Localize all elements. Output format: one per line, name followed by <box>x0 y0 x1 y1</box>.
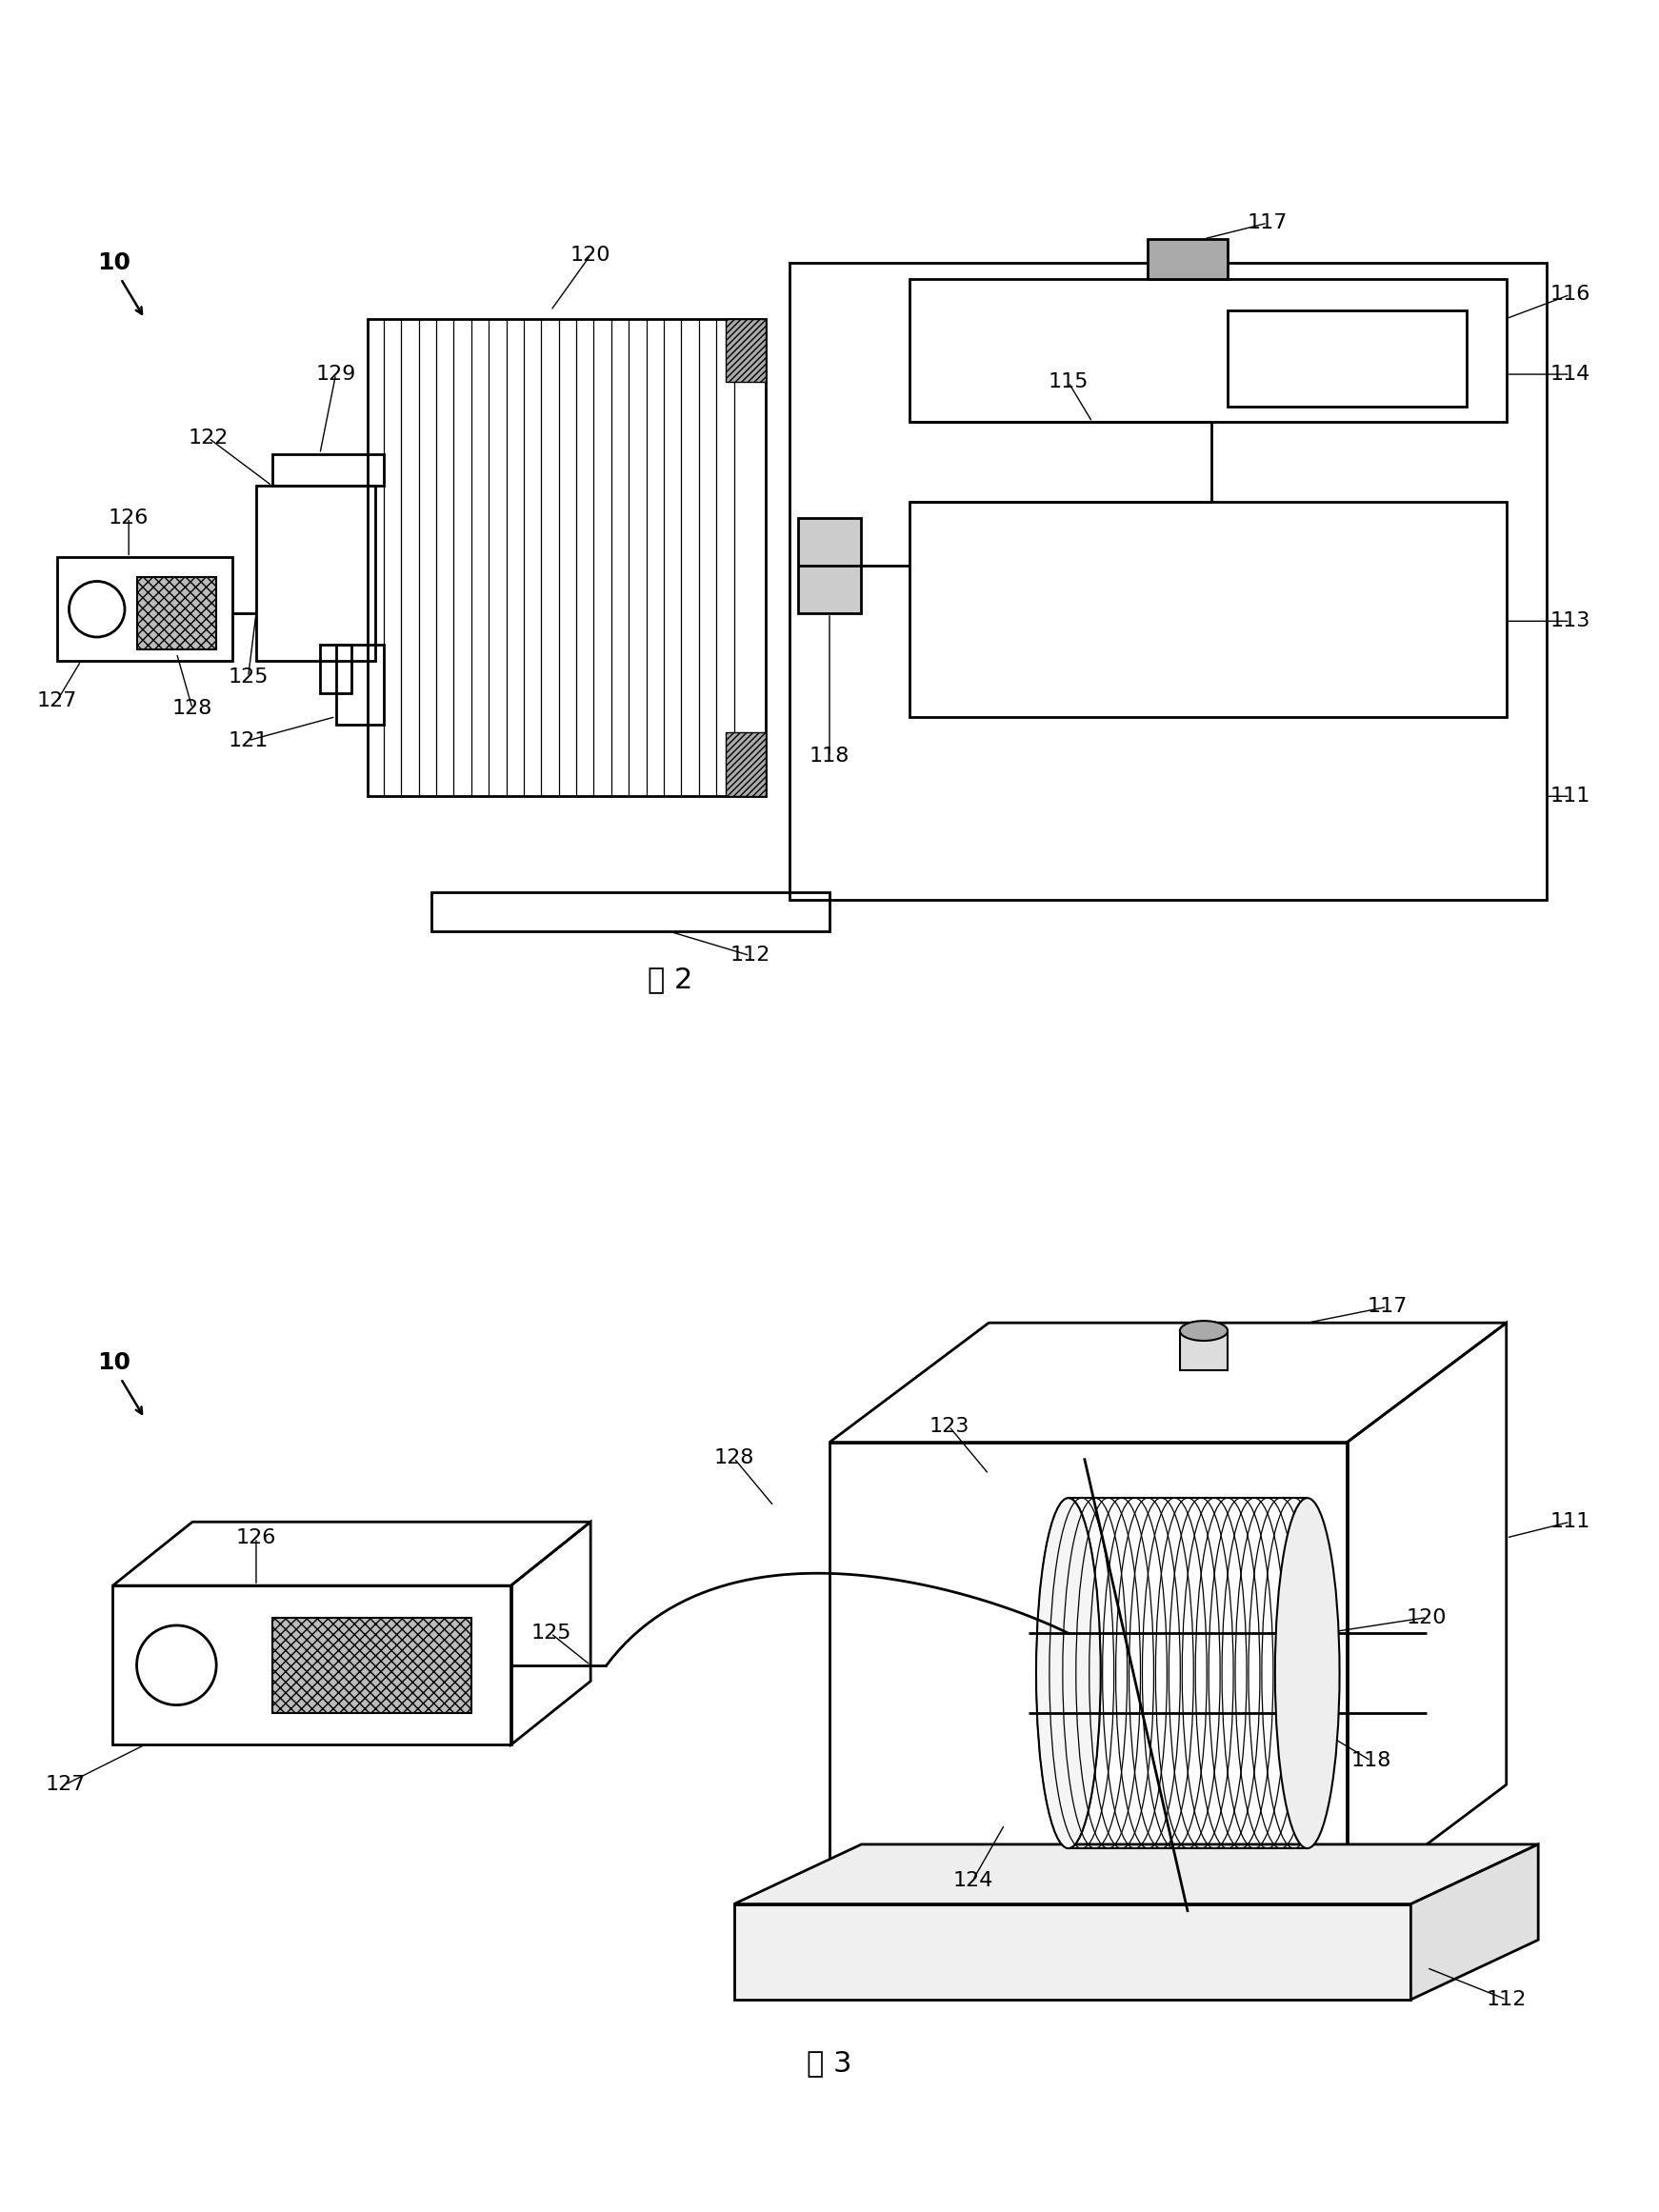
Text: 121: 121 <box>227 730 269 750</box>
Text: 125: 125 <box>531 1624 571 1644</box>
Text: 128: 128 <box>713 1449 755 1469</box>
Text: 117: 117 <box>1367 1298 1407 1316</box>
Bar <box>733 1905 1410 2000</box>
Bar <box>272 1617 471 1712</box>
Text: 123: 123 <box>929 1418 969 1436</box>
Text: 115: 115 <box>1048 374 1088 392</box>
Ellipse shape <box>1180 1321 1228 1340</box>
Text: 129: 129 <box>315 365 357 385</box>
Text: 116: 116 <box>1550 285 1591 305</box>
Text: 111: 111 <box>1550 787 1591 805</box>
Bar <box>909 279 1506 422</box>
Bar <box>56 557 232 661</box>
Text: 111: 111 <box>1550 1513 1591 1531</box>
Bar <box>798 518 861 613</box>
Bar <box>113 1586 511 1745</box>
Text: 118: 118 <box>1350 1752 1392 1770</box>
Text: 120: 120 <box>571 246 611 265</box>
Text: 127: 127 <box>36 690 78 710</box>
Text: 112: 112 <box>1486 1991 1526 2008</box>
Bar <box>727 319 766 383</box>
Text: 128: 128 <box>173 699 212 719</box>
Bar <box>431 891 830 931</box>
Text: 114: 114 <box>1550 365 1591 385</box>
Text: 113: 113 <box>1550 611 1591 630</box>
Bar <box>368 319 766 796</box>
Bar <box>335 646 383 726</box>
Ellipse shape <box>1037 1498 1100 1849</box>
Bar <box>909 502 1506 717</box>
Polygon shape <box>733 1845 1538 1905</box>
Text: 10: 10 <box>96 1352 129 1374</box>
Bar <box>272 453 383 487</box>
Text: 120: 120 <box>1407 1608 1447 1628</box>
Bar <box>1228 310 1467 407</box>
Text: 124: 124 <box>952 1871 994 1889</box>
Text: 117: 117 <box>1248 215 1287 232</box>
Polygon shape <box>1410 1845 1538 2000</box>
Text: 126: 126 <box>236 1528 277 1548</box>
Text: 10: 10 <box>96 252 129 274</box>
Bar <box>1148 239 1228 279</box>
Bar <box>727 732 766 796</box>
Text: 112: 112 <box>730 947 770 964</box>
Bar <box>136 577 216 648</box>
Text: 122: 122 <box>187 429 229 447</box>
Text: 118: 118 <box>810 748 849 765</box>
Text: 图 2: 图 2 <box>647 967 693 993</box>
Bar <box>790 263 1546 900</box>
Text: 127: 127 <box>45 1774 85 1794</box>
Bar <box>1180 1332 1228 1371</box>
Text: 126: 126 <box>108 509 149 526</box>
Bar <box>255 487 375 661</box>
Ellipse shape <box>1276 1498 1339 1849</box>
Bar <box>830 1442 1347 1905</box>
Bar <box>320 646 352 692</box>
Text: 125: 125 <box>227 668 269 686</box>
Text: 图 3: 图 3 <box>806 2051 853 2077</box>
